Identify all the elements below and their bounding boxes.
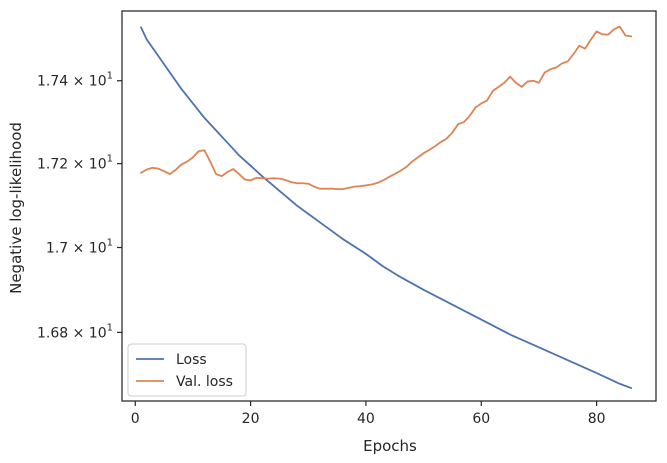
x-axis-label: Epochs [363, 437, 417, 455]
legend-label-loss: Loss [176, 352, 207, 368]
series-layer [140, 25, 633, 389]
x-tick-label: 20 [242, 411, 260, 427]
y-tick-label: 1.7 × 101 [46, 238, 113, 257]
x-tick-label: 0 [131, 411, 140, 427]
series-line-val-loss [140, 25, 633, 191]
legend-box [127, 343, 247, 397]
x-tick-label: 80 [588, 411, 606, 427]
legend-label-val-loss: Val. loss [176, 374, 233, 390]
plot-frame [121, 10, 657, 402]
series-line-loss [140, 26, 633, 389]
x-tick-label: 40 [357, 411, 375, 427]
x-tick-label: 60 [472, 411, 490, 427]
y-tick-label: 1.72 × 101 [37, 154, 113, 173]
y-axis-label: Negative log-likelihood [7, 122, 25, 294]
y-tick-label: 1.68 × 101 [37, 322, 113, 341]
y-tick-label: 1.74 × 101 [37, 71, 113, 90]
ticks-layer: 0 20 40 60 80 1.68 × 101 1.7 × 101 1.72 × 101 1.… [37, 71, 606, 427]
legend: Loss Val. loss [127, 343, 247, 397]
